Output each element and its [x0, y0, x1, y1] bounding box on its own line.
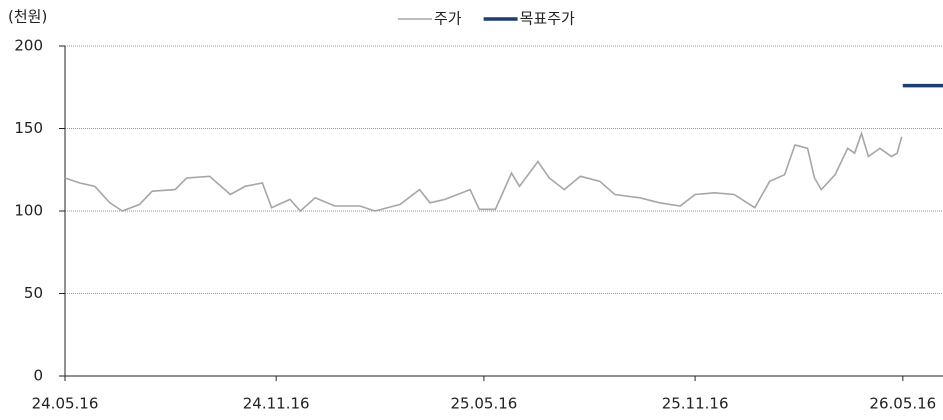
- y-axis-label: (천원): [8, 8, 47, 26]
- x-tick-label: 26.05.16: [869, 395, 936, 413]
- series-line: [64, 130, 903, 213]
- y-tick-label: 150: [14, 119, 43, 137]
- legend-label: 주가: [434, 10, 462, 28]
- x-tick-label: 25.11.16: [662, 395, 729, 413]
- x-tick-label: 24.05.16: [32, 395, 99, 413]
- x-tick-label: 25.05.16: [451, 395, 518, 413]
- legend-label: 목표주가: [520, 10, 575, 28]
- y-tick-label: 100: [14, 202, 43, 220]
- y-tick-label: 50: [24, 284, 43, 302]
- y-tick-label: 200: [14, 37, 43, 55]
- y-tick-label: 0: [33, 367, 43, 385]
- x-tick-label: 24.11.16: [243, 395, 310, 413]
